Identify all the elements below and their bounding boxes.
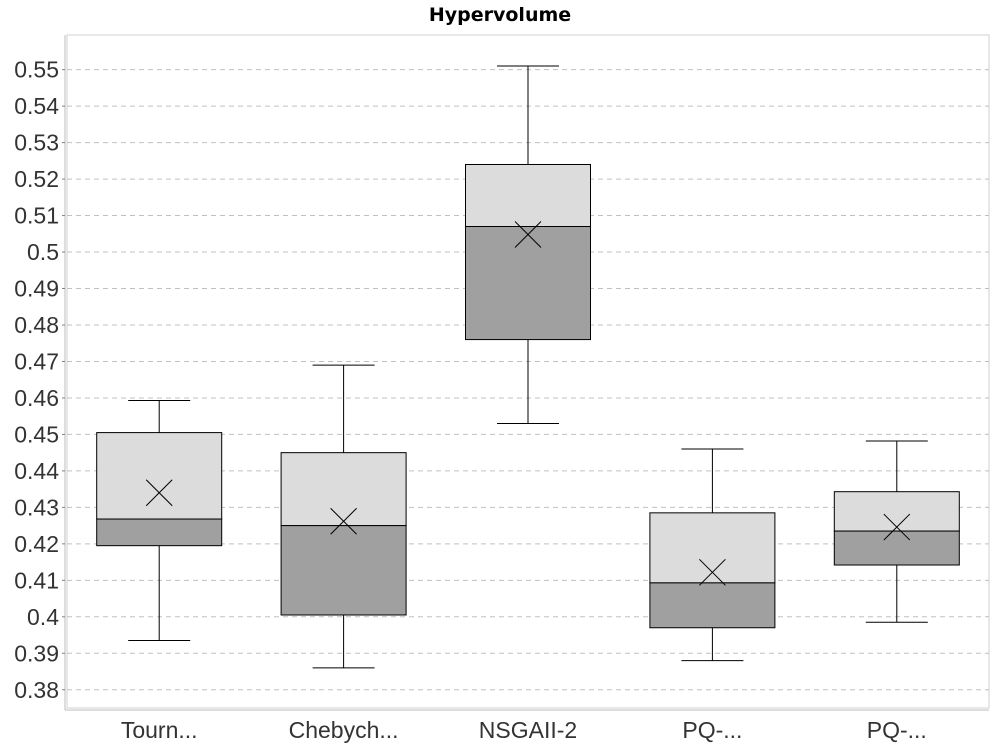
y-tick-label: 0.49 [14, 276, 59, 302]
mean-marker [145, 479, 173, 507]
y-tick-label: 0.45 [14, 421, 59, 447]
chart-title: Hypervolume [429, 4, 571, 26]
y-tick-label: 0.51 [14, 203, 59, 229]
y-tick-label: 0.46 [14, 385, 59, 411]
x-category-label: NSGAII-2 [479, 717, 577, 743]
upper-box [96, 432, 223, 520]
mean-marker [514, 221, 542, 248]
lower-box [465, 226, 591, 341]
y-tick-label: 0.54 [14, 93, 59, 119]
lower-box [833, 530, 960, 566]
y-tick-label: 0.5 [27, 239, 59, 265]
lower-box [96, 518, 223, 547]
upper-box [280, 452, 407, 527]
mean-marker [330, 507, 357, 535]
upper-box [465, 163, 591, 228]
x-category-label: PQ-... [867, 717, 927, 743]
y-tick-label: 0.52 [14, 166, 59, 192]
lower-box [280, 525, 407, 616]
y-tick-label: 0.44 [14, 458, 59, 484]
lower-box [649, 582, 776, 629]
x-category-label: Tourn... [121, 717, 198, 743]
upper-box [833, 491, 960, 532]
y-tick-label: 0.4 [27, 604, 59, 630]
y-tick-label: 0.53 [14, 130, 59, 156]
y-tick-label: 0.41 [14, 567, 59, 593]
plot-area: 0.38 0.39 0.4 0.41 0.42 0.43 0.44 0.45 0.46 0.47 0… [14, 34, 990, 743]
y-tick-label: 0.55 [14, 57, 59, 83]
upper-box [649, 512, 776, 584]
mean-marker [699, 558, 726, 586]
y-tick-label: 0.38 [14, 677, 59, 703]
x-category-label: Chebych... [289, 717, 399, 743]
y-tick-label: 0.43 [14, 494, 59, 520]
y-tick-label: 0.48 [14, 312, 59, 338]
y-tick-label: 0.42 [14, 531, 59, 557]
x-category-label: PQ-... [682, 717, 742, 743]
mean-marker [883, 513, 911, 541]
y-tick-label: 0.39 [14, 640, 59, 666]
y-tick-label: 0.47 [14, 348, 59, 374]
